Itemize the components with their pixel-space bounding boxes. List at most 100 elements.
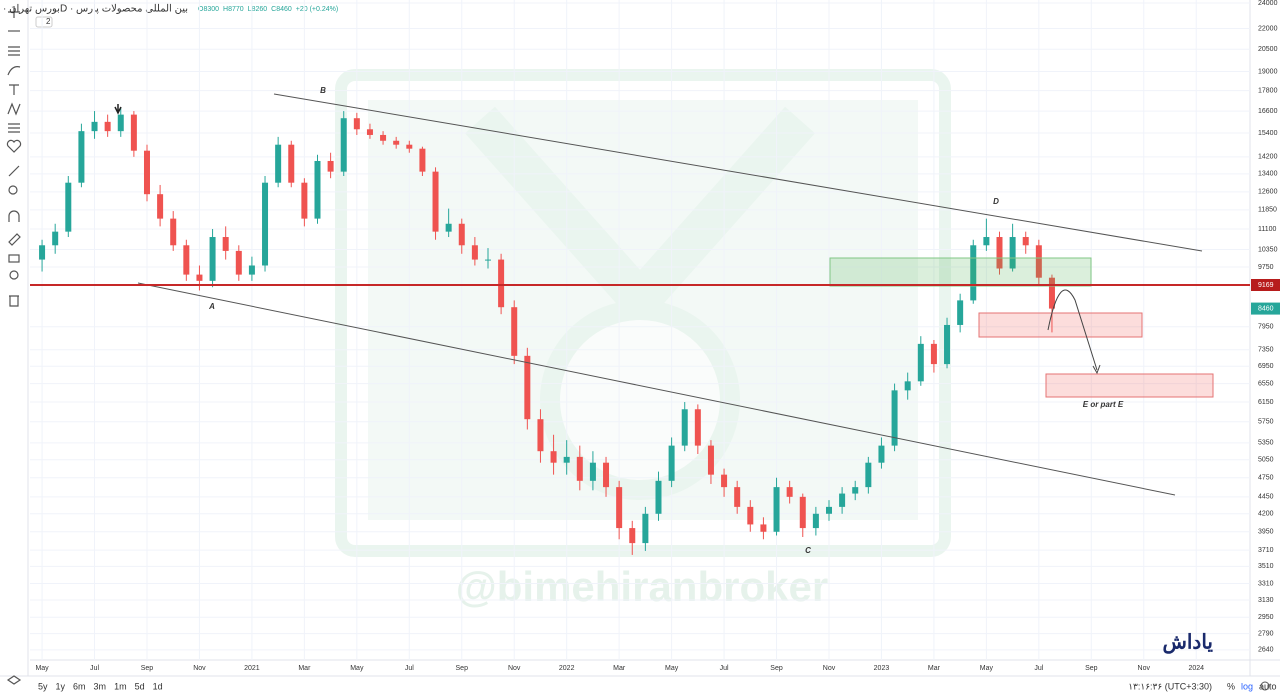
x-tick-label: Jul (720, 665, 729, 672)
axis-button[interactable]: log (1241, 681, 1253, 691)
candle-body (117, 114, 124, 132)
candle-body (996, 237, 1003, 269)
candle-body (681, 409, 688, 446)
y-tick-label: 17800 (1258, 87, 1278, 94)
stay-drawing-tool[interactable] (8, 233, 21, 246)
candle-body (393, 140, 400, 145)
y-tick-label: 3310 (1258, 580, 1274, 587)
y-tick-label: 20500 (1258, 46, 1278, 53)
candle-body (629, 528, 636, 544)
crosshair-tool[interactable] (8, 6, 20, 18)
candle-body (432, 171, 439, 232)
candle-body (891, 390, 898, 446)
axis-button[interactable]: auto (1259, 681, 1277, 691)
wave-label: D (993, 197, 999, 206)
magnet-tool[interactable] (8, 210, 20, 222)
delete-tool[interactable] (9, 295, 19, 307)
price-tag-label: 9169 (1258, 282, 1274, 289)
candle-body (524, 355, 531, 420)
range-button[interactable]: 6m (73, 681, 86, 691)
wave-label: A (208, 302, 215, 311)
settings-button[interactable] (1260, 681, 1270, 691)
candle-body (550, 451, 557, 463)
candle-body (878, 445, 885, 463)
candle-body (944, 324, 951, 365)
upper-trendline (273, 93, 1203, 252)
y-tick-label: 24000 (1258, 0, 1278, 7)
y-tick-label: 5750 (1258, 419, 1274, 426)
candle-body (917, 343, 924, 382)
candle-body (262, 182, 269, 266)
y-tick-label: 3710 (1258, 547, 1274, 554)
candle-body (406, 144, 413, 149)
candle-body (91, 121, 98, 132)
range-button[interactable]: 3m (94, 681, 107, 691)
candle-body (157, 194, 164, 219)
candle-body (957, 300, 964, 325)
ohlc-value: +20 (+0.24%) (296, 6, 338, 13)
y-tick-label: 12600 (1258, 189, 1278, 196)
candle-body (498, 259, 505, 308)
candle-body (445, 223, 452, 232)
x-tick-label: Sep (141, 665, 154, 672)
y-tick-label: 3510 (1258, 563, 1274, 570)
y-tick-label: 22000 (1258, 25, 1278, 32)
y-tick-label: 16600 (1258, 108, 1278, 115)
y-tick-label: 11850 (1258, 207, 1277, 214)
x-tick-label: Jul (405, 665, 414, 672)
wave-label: E or part E (1083, 400, 1124, 409)
y-tick-label: 3950 (1258, 529, 1274, 536)
zoom-tool[interactable] (8, 185, 18, 195)
ruler-tool[interactable] (8, 165, 20, 177)
range-button[interactable]: 5d (135, 681, 145, 691)
range-button[interactable]: 1y (56, 681, 66, 691)
x-tick-label: May (35, 665, 49, 672)
projection-arrow (1047, 289, 1098, 371)
y-tick-label: 5350 (1258, 440, 1274, 447)
y-tick-label: 2790 (1258, 630, 1274, 637)
lock-tool[interactable] (8, 254, 20, 263)
candle-body (104, 121, 111, 132)
x-tick-label: 2023 (874, 665, 890, 672)
candle-body (970, 245, 977, 301)
candle-body (642, 513, 649, 544)
candle-body (760, 524, 767, 532)
icon-tool[interactable] (6, 139, 22, 153)
ohlc-value: H8770 (223, 6, 244, 13)
symbol-title: بورس تهران · 1D · بین المللی محصولات پار… (0, 4, 188, 15)
interval-badge: 2 (46, 17, 51, 26)
candle-body (812, 513, 819, 529)
candle-body (484, 259, 491, 261)
candle-body (589, 462, 596, 481)
indicator-toggle[interactable] (35, 16, 53, 28)
last-price-label: 8460 (1258, 305, 1274, 312)
candle-body (616, 487, 623, 529)
axis-button[interactable]: % (1227, 681, 1235, 691)
range-button[interactable]: 1d (153, 681, 163, 691)
candle-body (930, 343, 937, 365)
pattern-tool[interactable] (7, 102, 21, 116)
y-tick-label: 4200 (1258, 511, 1274, 518)
text-tool[interactable] (9, 84, 19, 95)
prediction-tool[interactable] (8, 123, 20, 133)
y-tick-label: 6550 (1258, 380, 1274, 387)
candle-body (537, 419, 544, 452)
left-toolbar (6, 6, 22, 685)
range-button[interactable]: 1m (114, 681, 127, 691)
bottom-bar: 5y 1y 6m 3m 1m 5d 1d% log auto (38, 681, 1277, 691)
candle-body (865, 462, 872, 488)
layers-tool[interactable] (6, 675, 22, 685)
candle-body (130, 114, 137, 151)
hide-tool[interactable] (9, 270, 19, 280)
candle-body (773, 487, 780, 532)
candle-body (747, 506, 754, 525)
candle-body (707, 445, 714, 475)
candle-body (511, 307, 518, 356)
fib-tool[interactable] (8, 46, 20, 56)
y-tick-label: 2640 (1258, 647, 1274, 654)
brush-tool[interactable] (7, 66, 21, 76)
arrow-head (1092, 364, 1101, 375)
candle-body (563, 456, 570, 463)
range-button[interactable]: 5y (38, 681, 48, 691)
